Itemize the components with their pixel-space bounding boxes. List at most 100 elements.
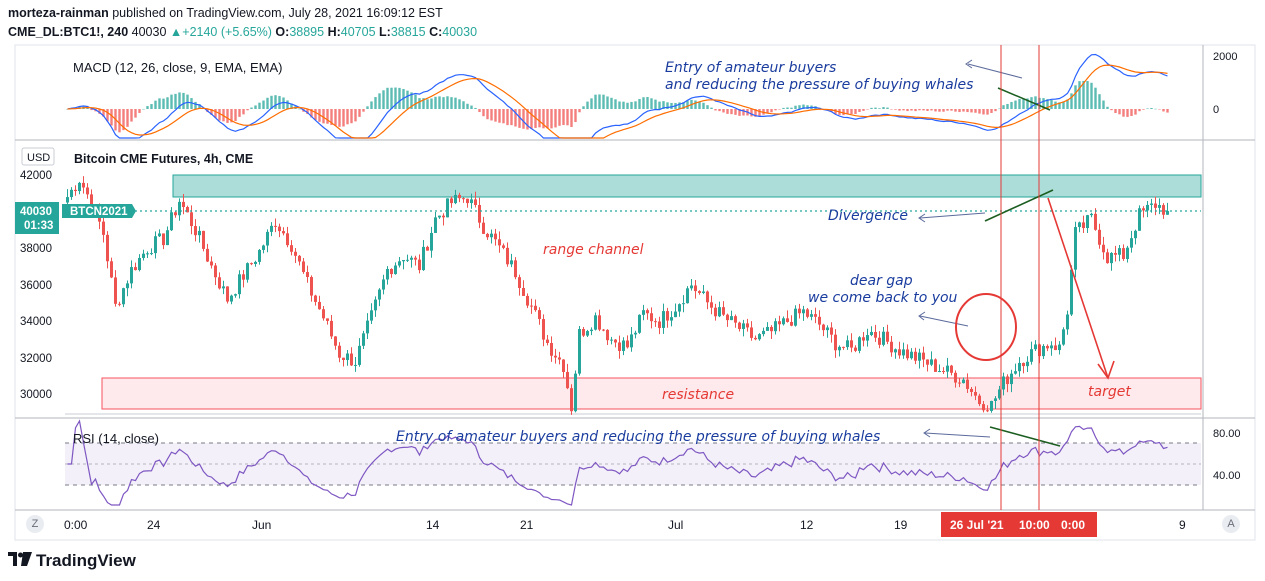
candle-body[interactable] <box>602 329 605 331</box>
candle-body[interactable] <box>138 257 141 271</box>
currency-badge[interactable] <box>21 147 55 166</box>
candle-body[interactable] <box>578 329 581 374</box>
candle-body[interactable] <box>246 263 249 280</box>
candle-body[interactable] <box>222 286 225 289</box>
candle-body[interactable] <box>426 246 429 251</box>
candle-body[interactable] <box>890 341 893 353</box>
candle-body[interactable] <box>962 379 965 384</box>
candle-body[interactable] <box>922 352 925 360</box>
candle-body[interactable] <box>166 230 169 246</box>
candle-body[interactable] <box>370 310 373 321</box>
price-divergence-line[interactable] <box>984 189 1054 222</box>
candle-body[interactable] <box>218 277 221 289</box>
candle-body[interactable] <box>1158 205 1161 208</box>
candle-body[interactable] <box>402 259 405 262</box>
candle-body[interactable] <box>810 314 813 317</box>
time-highlight[interactable] <box>941 512 1097 537</box>
candle-body[interactable] <box>154 236 157 254</box>
candle-body[interactable] <box>382 279 385 290</box>
candle-body[interactable] <box>906 349 909 359</box>
candle-body[interactable] <box>162 233 165 246</box>
candle-body[interactable] <box>646 310 649 314</box>
candle-body[interactable] <box>634 332 637 335</box>
candle-body[interactable] <box>542 319 545 340</box>
target-arrow[interactable] <box>1047 197 1109 379</box>
rsi-title[interactable]: RSI (14, close) <box>73 431 159 446</box>
last-price-badge[interactable] <box>15 202 59 234</box>
candle-body[interactable] <box>758 334 761 340</box>
candle-body[interactable] <box>582 329 585 336</box>
candle-body[interactable] <box>594 315 597 330</box>
candle-body[interactable] <box>434 217 437 233</box>
candle-body[interactable] <box>794 308 797 326</box>
candle-body[interactable] <box>982 404 985 411</box>
candle-body[interactable] <box>454 194 457 204</box>
candle-body[interactable] <box>678 304 681 312</box>
candle-body[interactable] <box>762 330 765 335</box>
candle-body[interactable] <box>1050 345 1053 349</box>
candle-body[interactable] <box>462 198 465 200</box>
candle-body[interactable] <box>90 194 93 210</box>
candle-body[interactable] <box>1094 213 1097 230</box>
candle-body[interactable] <box>530 305 533 307</box>
candle-body[interactable] <box>770 326 773 332</box>
candle-body[interactable] <box>510 260 513 265</box>
candle-body[interactable] <box>450 198 453 204</box>
candle-body[interactable] <box>742 323 745 329</box>
candle-body[interactable] <box>650 313 653 322</box>
candle-body[interactable] <box>950 365 953 373</box>
candle-body[interactable] <box>814 314 817 317</box>
candle-body[interactable] <box>638 314 641 333</box>
candle-body[interactable] <box>782 318 785 325</box>
macd-annotation-line1[interactable]: Entry of amateur buyers <box>665 60 836 76</box>
candle-body[interactable] <box>662 311 665 328</box>
candle-body[interactable] <box>254 261 257 264</box>
candle-body[interactable] <box>438 215 441 218</box>
candle-body[interactable] <box>598 315 601 330</box>
candle-body[interactable] <box>1134 230 1137 239</box>
candle-body[interactable] <box>826 327 829 331</box>
candle-body[interactable] <box>526 295 529 306</box>
candle-body[interactable] <box>554 355 557 358</box>
candle-body[interactable] <box>1054 345 1057 351</box>
macd-signal-line[interactable] <box>67 64 1168 139</box>
candle-body[interactable] <box>842 346 845 348</box>
candle-body[interactable] <box>522 287 525 296</box>
candle-body[interactable] <box>914 351 917 361</box>
candle-body[interactable] <box>698 291 701 293</box>
candle-body[interactable] <box>226 286 229 302</box>
candle-body[interactable] <box>130 267 133 284</box>
candle-body[interactable] <box>754 337 757 340</box>
candle-body[interactable] <box>574 373 577 412</box>
candle-body[interactable] <box>282 231 285 234</box>
candle-body[interactable] <box>958 382 961 384</box>
candle-body[interactable] <box>806 309 809 317</box>
candle-body[interactable] <box>366 320 369 334</box>
candle-body[interactable] <box>1014 371 1017 374</box>
candle-body[interactable] <box>726 314 729 321</box>
candle-body[interactable] <box>874 331 877 338</box>
tradingview-logo[interactable]: TradingView <box>8 551 136 571</box>
candle-body[interactable] <box>1114 252 1117 255</box>
candle-body[interactable] <box>350 353 353 366</box>
candle-body[interactable] <box>930 359 933 365</box>
candle-body[interactable] <box>122 288 125 305</box>
candle-body[interactable] <box>106 234 109 262</box>
candle-body[interactable] <box>406 259 409 261</box>
candle-body[interactable] <box>830 327 833 335</box>
range-channel-label[interactable]: range channel <box>543 242 644 258</box>
macd-divergence-line[interactable] <box>997 87 1051 111</box>
candle-body[interactable] <box>318 301 321 310</box>
candle-body[interactable] <box>1070 269 1073 315</box>
candle-body[interactable] <box>394 265 397 275</box>
candle-body[interactable] <box>78 182 81 192</box>
candle-body[interactable] <box>934 359 937 372</box>
candle-body[interactable] <box>342 357 345 360</box>
candle-body[interactable] <box>202 230 205 249</box>
candle-body[interactable] <box>894 349 897 353</box>
candle-body[interactable] <box>918 352 921 361</box>
candle-body[interactable] <box>730 316 733 321</box>
candle-body[interactable] <box>858 337 861 351</box>
candle-body[interactable] <box>494 233 497 240</box>
